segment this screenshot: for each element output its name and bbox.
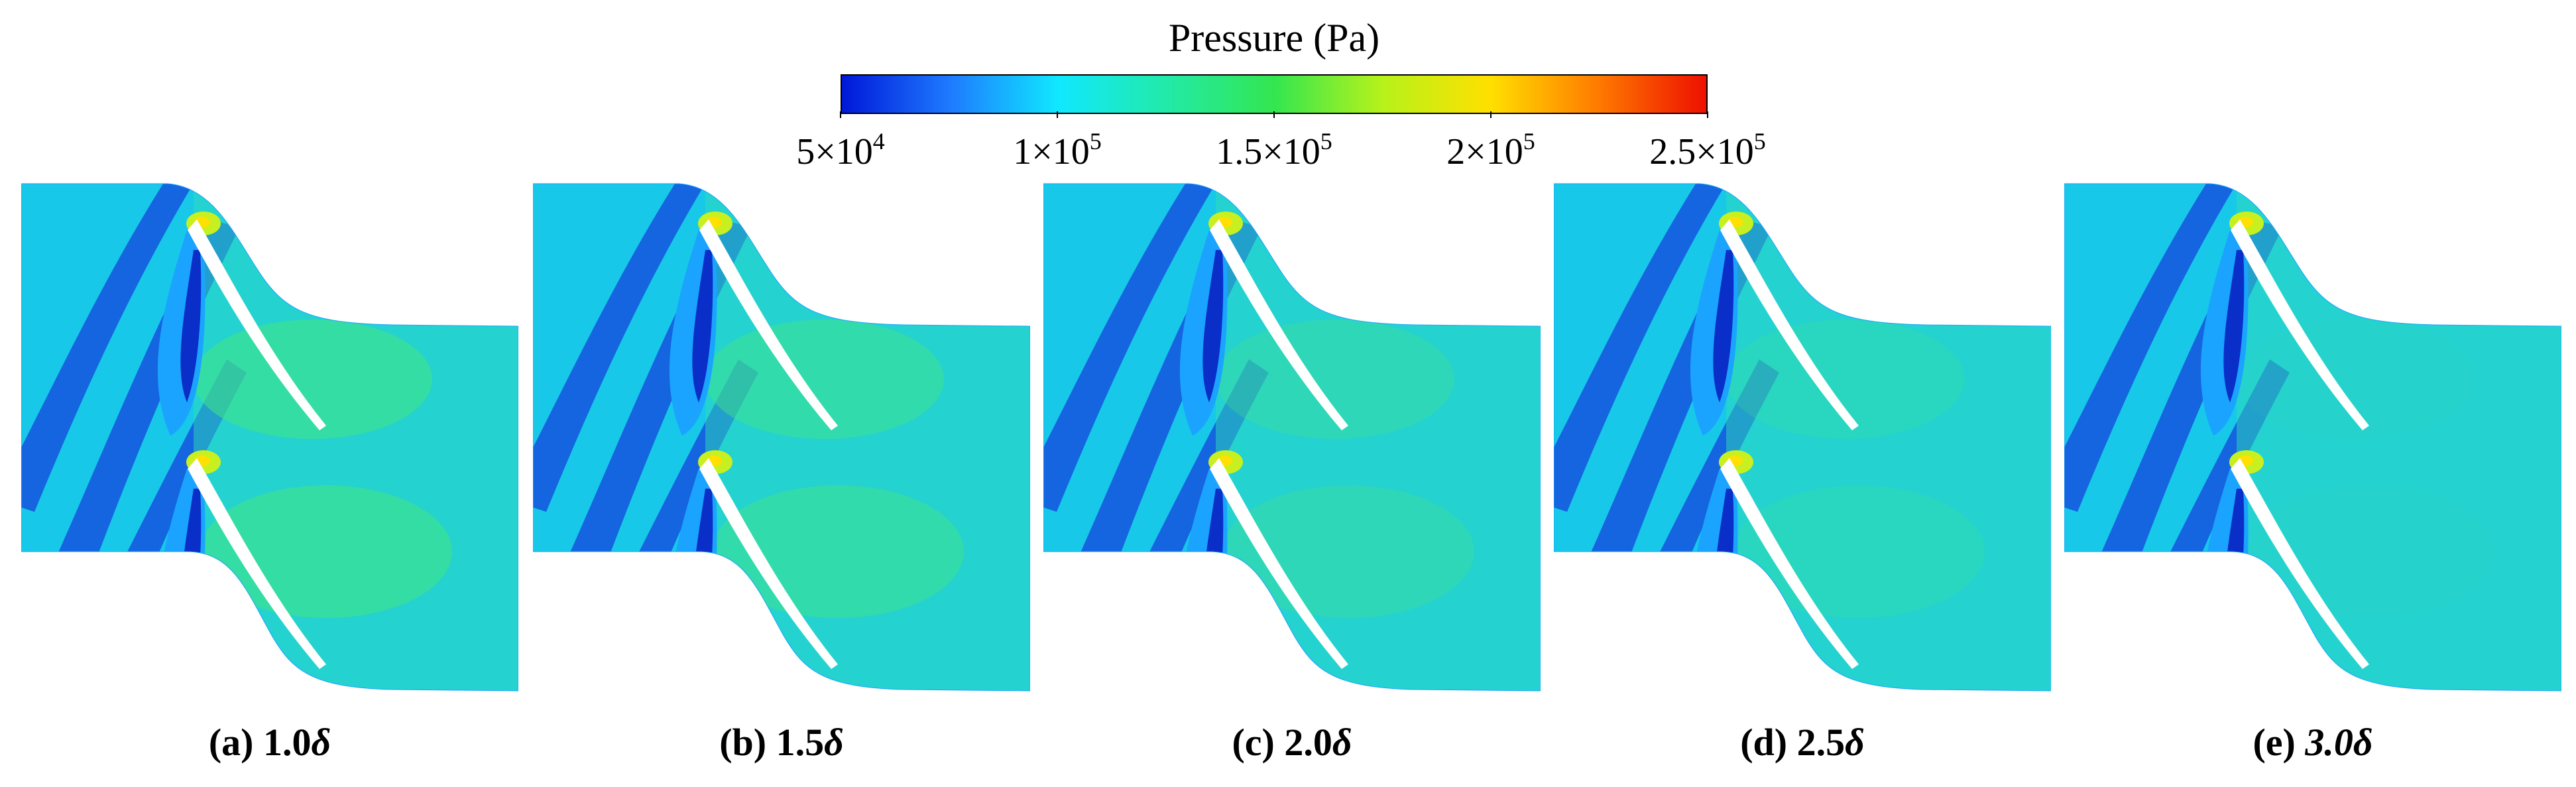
flow-field <box>533 184 1030 691</box>
caption-symbol: δ <box>311 721 331 764</box>
caption-symbol: δ <box>2353 721 2373 764</box>
blade-profile <box>1720 458 1859 669</box>
tick-mantissa: 2.5×10 <box>1649 131 1754 172</box>
low-pressure-band <box>533 184 715 512</box>
panel-caption-d: (d) 2.5δ <box>1604 719 2001 766</box>
caption-symbol: δ <box>1845 721 1865 764</box>
contour-panel-d <box>1554 180 2051 697</box>
colorbar-tick-label: 1×105 <box>958 128 1157 174</box>
caption-number: 2.5 <box>1796 721 1845 764</box>
panel-caption-c: (c) 2.0δ <box>1093 719 1491 766</box>
tick-mantissa: 5×10 <box>796 131 873 172</box>
flow-field <box>21 184 518 691</box>
tick-exponent: 5 <box>1753 128 1766 154</box>
caption-prefix: (a) <box>208 721 263 764</box>
domain-outline <box>21 183 518 692</box>
vortex-core <box>1713 250 1734 402</box>
colorbar-tick-label: 2.5×105 <box>1608 128 1807 174</box>
contour-panel-c <box>1043 180 1541 697</box>
high-pressure-blob <box>1216 320 1454 439</box>
pressure-contour-plot <box>2064 183 2561 692</box>
blade-profile <box>1210 458 1348 669</box>
tick-exponent: 5 <box>1523 128 1535 154</box>
blade-profile <box>188 458 326 669</box>
flow-field <box>1554 184 2051 691</box>
downstream-region <box>1216 184 1541 691</box>
vortex-core <box>2223 250 2245 402</box>
panel-caption-b: (b) 1.5δ <box>583 719 980 766</box>
caption-number: 3.0 <box>2305 721 2353 764</box>
caption-prefix: (b) <box>719 721 776 764</box>
tick-exponent: 5 <box>1089 128 1102 154</box>
colorbar-tick-mark <box>1057 111 1058 118</box>
colorbar-tick-mark <box>1273 111 1275 118</box>
domain-outline <box>1554 183 2051 692</box>
flow-field <box>2064 184 2561 691</box>
panel-caption-a: (a) 1.0δ <box>71 719 469 766</box>
pressure-contour-plot <box>21 183 518 692</box>
vortex-core <box>1202 250 1224 402</box>
colorbar-gradient <box>841 74 1708 114</box>
colorbar-tick-label: 5×104 <box>741 128 940 174</box>
blade-profile <box>699 219 838 430</box>
caption-symbol: δ <box>824 721 844 764</box>
low-pressure-band <box>1043 184 1226 512</box>
low-pressure-band <box>2064 184 2247 512</box>
domain-outline <box>533 183 1030 692</box>
caption-prefix: (d) <box>1740 721 1797 764</box>
contour-panel-a <box>21 180 518 697</box>
vortex-core <box>180 250 202 402</box>
caption-symbol: δ <box>1332 721 1352 764</box>
downstream-region <box>2237 184 2561 691</box>
blade-profile <box>1720 219 1859 430</box>
blade-profile <box>188 219 326 430</box>
low-pressure-band <box>21 184 204 512</box>
tick-exponent: 4 <box>872 128 885 154</box>
domain-outline <box>2064 183 2561 692</box>
blade-profile <box>2231 458 2369 669</box>
domain-outline <box>1043 183 1541 692</box>
contour-panel-b <box>533 180 1030 697</box>
flow-field <box>1043 184 1541 691</box>
caption-number: 1.5 <box>776 721 825 764</box>
high-pressure-blob <box>1726 320 1965 439</box>
colorbar-title: Pressure (Pa) <box>1168 16 1380 60</box>
downstream-region <box>1726 184 2051 691</box>
low-pressure-band <box>1554 184 1736 512</box>
colorbar-tick-mark <box>840 111 841 118</box>
downstream-region <box>705 184 1030 691</box>
tick-mantissa: 1.5×10 <box>1216 131 1320 172</box>
tick-mantissa: 2×10 <box>1446 131 1523 172</box>
high-pressure-blob <box>2237 320 2475 439</box>
colorbar-tick-label: 1.5×105 <box>1175 128 1374 174</box>
tick-exponent: 5 <box>1320 128 1332 154</box>
high-pressure-blob <box>705 320 944 439</box>
caption-number: 2.0 <box>1284 721 1332 764</box>
contour-panel-e <box>2064 180 2561 697</box>
blade-profile <box>1210 219 1348 430</box>
tick-mantissa: 1×10 <box>1013 131 1090 172</box>
panel-caption-e: (e) 3.0δ <box>2114 719 2512 766</box>
pressure-contour-plot <box>1554 183 2051 692</box>
colorbar-tick-label: 2×105 <box>1391 128 1590 174</box>
caption-prefix: (e) <box>2253 721 2306 764</box>
blade-profile <box>2231 219 2369 430</box>
vortex-core <box>692 250 713 402</box>
pressure-contour-plot <box>1043 183 1541 692</box>
colorbar-tick-mark <box>1707 111 1708 118</box>
caption-prefix: (c) <box>1232 721 1285 764</box>
colorbar-tick-mark <box>1490 111 1492 118</box>
pressure-contour-plot <box>533 183 1030 692</box>
downstream-region <box>194 184 518 691</box>
high-pressure-blob <box>194 320 432 439</box>
caption-number: 1.0 <box>263 721 312 764</box>
blade-profile <box>699 458 838 669</box>
